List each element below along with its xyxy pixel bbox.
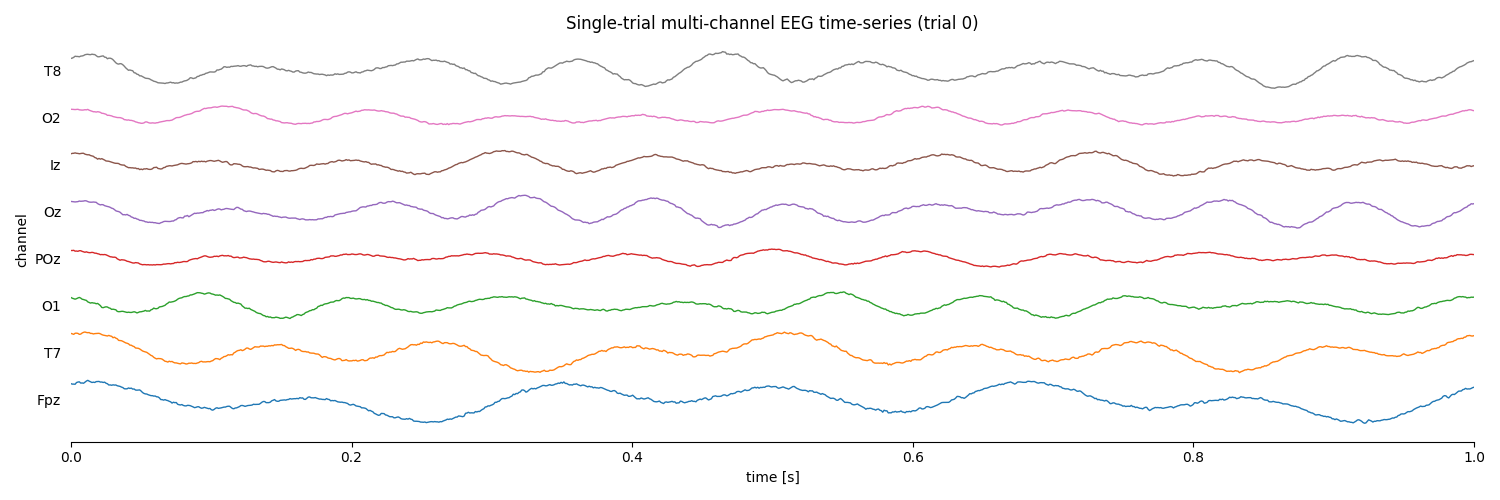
- Y-axis label: channel: channel: [15, 212, 28, 267]
- Title: Single-trial multi-channel EEG time-series (trial 0): Single-trial multi-channel EEG time-seri…: [566, 15, 980, 33]
- X-axis label: time [s]: time [s]: [746, 471, 800, 485]
